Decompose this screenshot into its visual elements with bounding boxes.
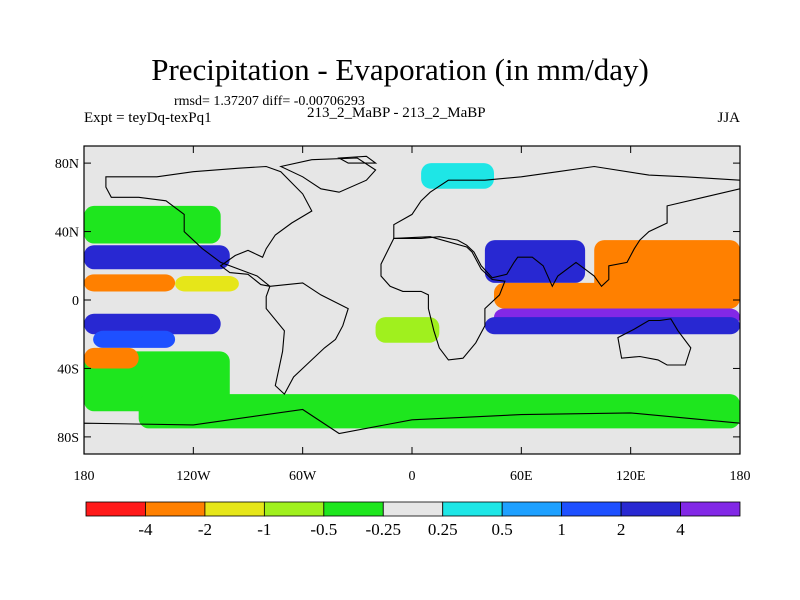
colorbar-label: 0.25	[428, 520, 458, 539]
colorbar-label: 4	[676, 520, 685, 539]
colorbar-box	[382, 501, 444, 517]
lat-tick-label: 80S	[57, 431, 79, 446]
lat-tick-label: 80N	[55, 157, 79, 172]
plot-area	[84, 146, 740, 454]
colorbar-box	[204, 501, 265, 517]
coastline-greenland	[279, 157, 377, 193]
colorbar-label: -1	[257, 520, 271, 539]
colorbar-box	[561, 501, 622, 517]
coastline-australia	[617, 318, 692, 366]
field-region-west-pacific-orange	[594, 240, 740, 309]
season-label: JJA	[717, 110, 740, 126]
coastline-africa	[380, 236, 506, 361]
lat-tick-label: 0	[72, 294, 79, 309]
field-region-southern-ocean-green	[138, 394, 740, 429]
colorbar-label: 0.5	[492, 520, 513, 539]
colorbar-box	[263, 501, 325, 517]
field-region-indian-ocean-dry-orange	[494, 282, 613, 309]
coastline-south-america	[265, 282, 349, 395]
field-region-arctic-cyan	[421, 163, 494, 189]
chart-title: Precipitation - Evaporation (in mm/day)	[151, 52, 649, 87]
lat-tick-label: 40S	[57, 362, 79, 377]
lon-tick-label: 180	[730, 469, 751, 484]
field-region-subtropical-dry-band	[84, 274, 176, 292]
colorbar-box	[620, 501, 681, 517]
colorbar-box	[442, 501, 503, 517]
field-region-indian-ocean-blue	[484, 317, 740, 335]
lat-tick-label: 40N	[55, 226, 79, 241]
colorbar-box	[85, 501, 146, 517]
colorbar-label: 1	[557, 520, 566, 539]
coastline-north-america	[105, 165, 313, 287]
lon-tick-label: 120W	[176, 469, 211, 484]
lon-tick-label: 120E	[616, 469, 646, 484]
colorbar-box	[323, 501, 384, 517]
experiment-label: Expt = teyDq-texPq1	[84, 110, 212, 126]
field-region-asia-monsoon-blue	[484, 240, 586, 283]
coastline-layer	[84, 155, 740, 454]
field-region-south-pacific-wet	[93, 330, 176, 348]
colorbar-label: -0.25	[366, 520, 401, 539]
colorbar-label: -0.5	[310, 520, 337, 539]
lon-tick-label: 180	[74, 469, 95, 484]
stats-label: rmsd= 1.37207 diff= -0.00706293	[174, 94, 365, 109]
field-layer	[84, 163, 740, 429]
field-region-south-atlantic-yellow	[375, 317, 440, 343]
colorbar-label: 2	[617, 520, 626, 539]
case-label: 213_2_MaBP - 213_2_MaBP	[307, 105, 486, 121]
coastline-antarctica	[84, 408, 740, 454]
colorbar: -4 -2 -1 -0.5 -0.25 0.25 0.5 1 2 4	[85, 501, 741, 539]
colorbar-box	[145, 501, 206, 517]
field-region-subtropical-dry-band-east	[175, 276, 239, 292]
field-region-itcz-pacific	[84, 313, 221, 335]
field-region-south-pacific-orange	[84, 347, 139, 369]
lon-tick-label: 0	[409, 469, 416, 484]
coastline-greenland-arctic	[337, 155, 378, 164]
field-region-north-pacific-subtropical-blue	[84, 245, 230, 270]
lon-tick-label: 60E	[510, 469, 533, 484]
field-region-north-pacific-storm-track	[84, 205, 221, 244]
colorbar-label: -4	[138, 520, 153, 539]
colorbar-label: -2	[198, 520, 212, 539]
axis-ticks: 80N 40N 0 40S 80S 180 120W 60W 0 60E 120E 180	[55, 146, 751, 484]
colorbar-box	[501, 501, 563, 517]
lon-tick-label: 60W	[289, 469, 317, 484]
colorbar-box	[680, 501, 741, 517]
coastline-eurasia	[393, 165, 740, 288]
